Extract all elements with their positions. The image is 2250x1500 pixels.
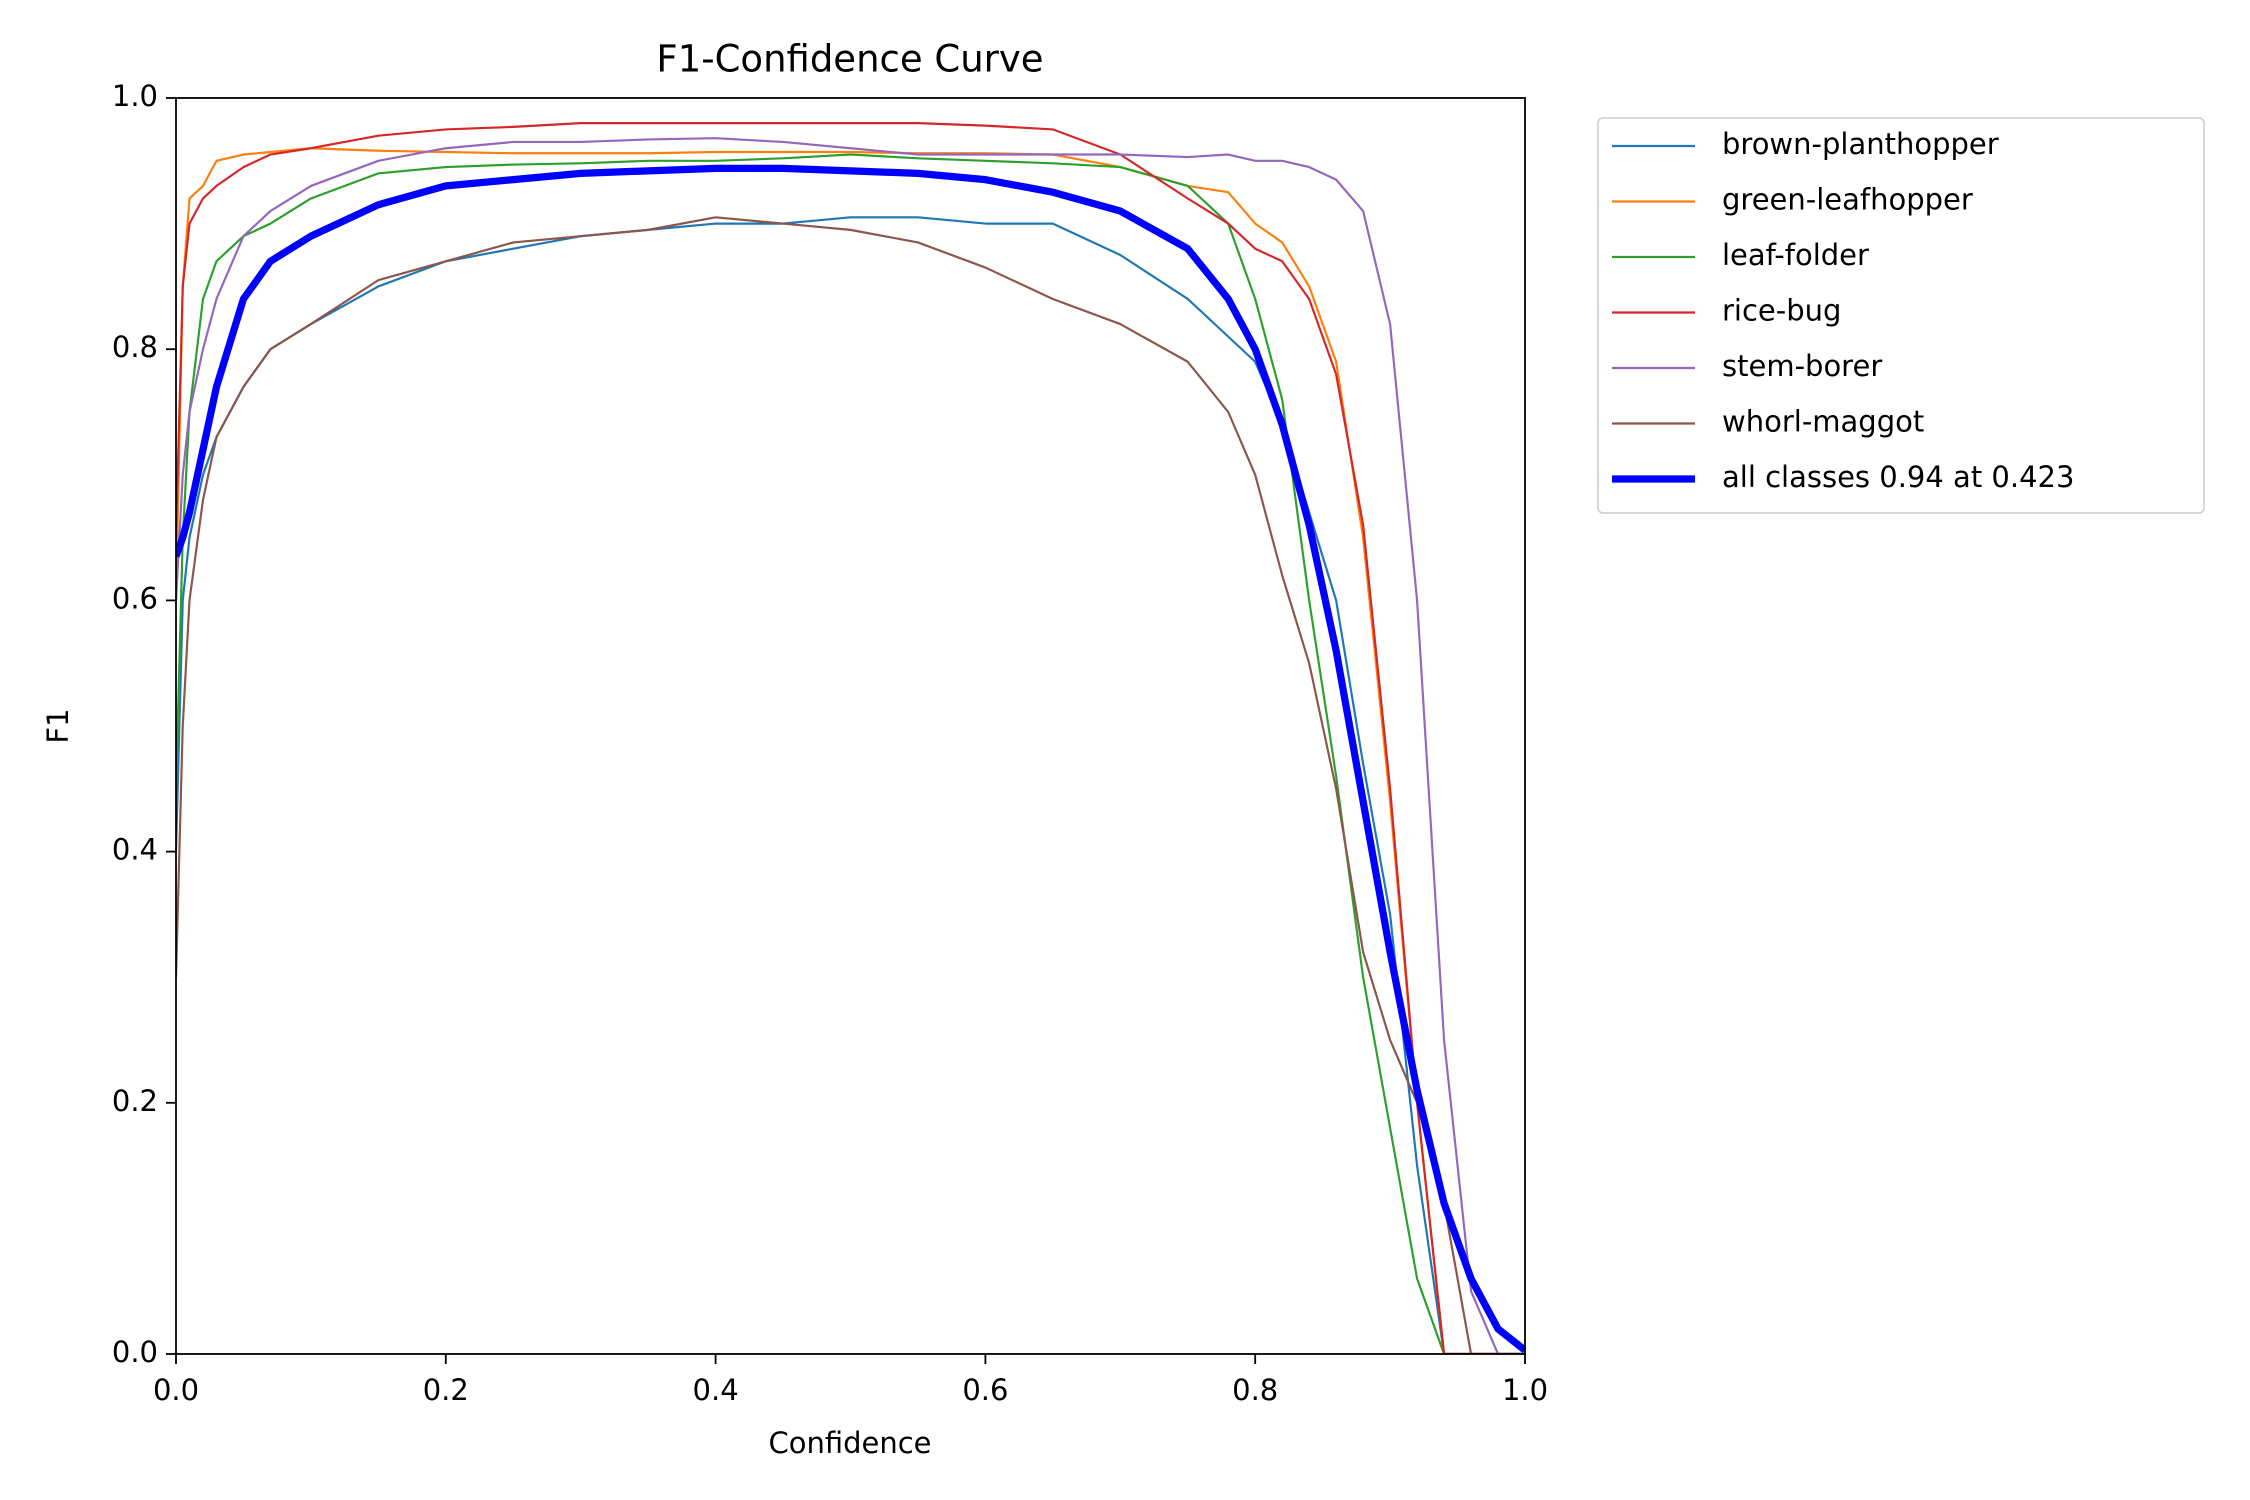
chart-title: F1-Confidence Curve xyxy=(656,38,1043,81)
y-tick-label: 0.2 xyxy=(112,1084,158,1118)
legend-label: stem-borer xyxy=(1722,349,1882,383)
legend-label: whorl-maggot xyxy=(1722,405,1924,439)
x-tick-label: 0.2 xyxy=(423,1373,469,1407)
y-axis-label: F1 xyxy=(41,708,75,743)
x-tick-label: 0.0 xyxy=(153,1373,199,1407)
series-line xyxy=(176,153,1525,1354)
plot-frame xyxy=(175,97,1526,1355)
y-tick-label: 0.6 xyxy=(112,581,158,615)
legend-label: rice-bug xyxy=(1722,294,1841,328)
y-tick-label: 1.0 xyxy=(112,79,158,113)
x-axis-label: Confidence xyxy=(768,1426,931,1460)
x-tick-label: 0.4 xyxy=(693,1373,739,1407)
x-tick-label: 1.0 xyxy=(1502,1373,1548,1407)
series-line xyxy=(176,137,1525,1354)
y-tick-label: 0.0 xyxy=(112,1335,158,1369)
series-line xyxy=(176,122,1525,1354)
legend-label: green-leafhopper xyxy=(1722,183,1973,217)
x-tick-label: 0.8 xyxy=(1232,1373,1278,1407)
series-line xyxy=(176,216,1525,1354)
y-tick-label: 0.8 xyxy=(112,330,158,364)
legend-box xyxy=(1597,117,2205,514)
plot-area xyxy=(176,122,1525,1354)
legend: brown-planthopper green-leafhopper leaf-fo… xyxy=(1612,127,2074,494)
x-tick-label: 0.6 xyxy=(962,1373,1008,1407)
legend-label: all classes 0.94 at 0.423 xyxy=(1722,460,2074,494)
y-tick-label: 0.4 xyxy=(112,833,158,867)
legend-label: leaf-folder xyxy=(1722,238,1869,272)
legend-label: brown-planthopper xyxy=(1722,127,1999,161)
series-line xyxy=(176,147,1525,1354)
series-line xyxy=(176,164,1525,1354)
